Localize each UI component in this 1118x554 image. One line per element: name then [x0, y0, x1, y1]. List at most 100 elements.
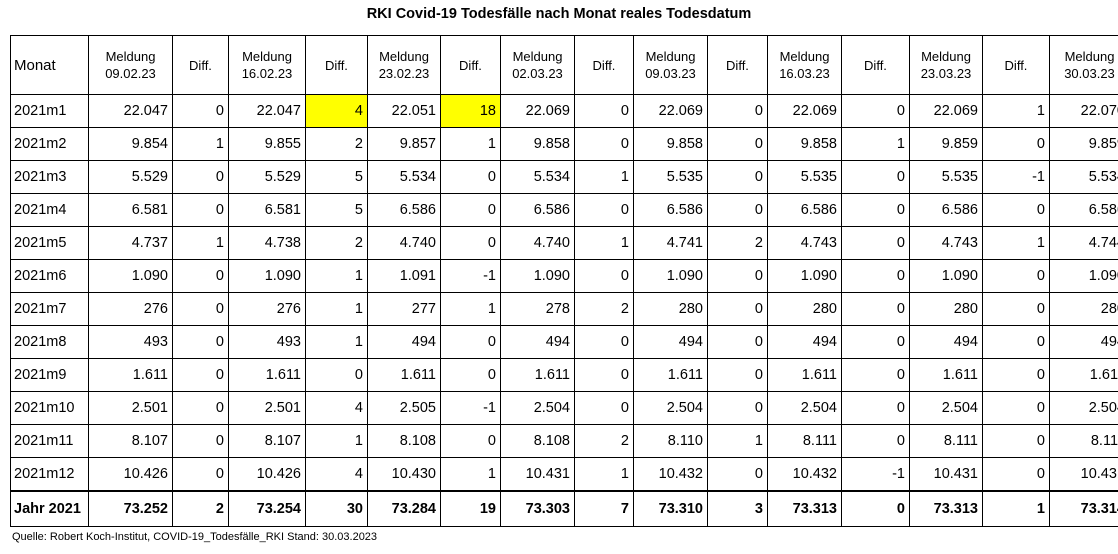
meldung-cell: 1.611 — [500, 358, 575, 392]
table-row: 2021m84930493149404940494049404940494 — [10, 325, 1118, 359]
table-row: 2021m12 10.426 0 10.426 4 10.430 1 10.431 1 10.43… — [10, 457, 1118, 492]
meldung-cell: 10.426 — [88, 457, 173, 492]
meldung-cell: 2.504 — [633, 391, 708, 425]
header-meldung-date: 16.02.23 — [241, 66, 293, 81]
meldung-cell: 73.252 — [88, 490, 173, 527]
meldung-cell: 9.854 — [88, 127, 173, 161]
meldung-cell: 8.107 — [228, 424, 306, 458]
meldung-cell: 280 — [909, 292, 983, 326]
diff-cell: 0 — [707, 193, 768, 227]
table-row: 2021m3 5.529 0 5.529 5 5.534 0 5.534 1 5.535 0 5.53… — [10, 160, 1118, 194]
meldung-cell: 22.069 — [633, 94, 708, 128]
diff-cell: 1 — [982, 490, 1050, 527]
month-cell: 2021m11 — [10, 424, 89, 458]
diff-cell: 1 — [440, 292, 501, 326]
meldung-cell: 22.047 — [228, 94, 306, 128]
meldung-cell: 5.534 — [500, 160, 575, 194]
meldung-cell: 2.505 — [367, 391, 441, 425]
meldung-cell: 280 — [1049, 292, 1118, 326]
month-cell: 2021m5 — [10, 226, 89, 260]
header-row: Monat Meldung 09.02.23 Diff. Meldung 16.02.2… — [10, 35, 1118, 95]
diff-cell: 1 — [440, 457, 501, 492]
diff-cell: 0 — [440, 424, 501, 458]
diff-cell: -1 — [440, 259, 501, 293]
diff-cell: 0 — [172, 358, 229, 392]
diff-cell: 30 — [305, 490, 368, 527]
diff-cell: 1 — [305, 424, 368, 458]
diff-cell: 0 — [841, 391, 910, 425]
diff-cell: 1 — [982, 226, 1050, 260]
meldung-cell: 1.090 — [228, 259, 306, 293]
header-meldung-date: 02.03.23 — [512, 66, 563, 81]
diff-cell: 0 — [841, 424, 910, 458]
diff-cell: 1 — [574, 160, 634, 194]
table-row: 2021m1 22.047 0 22.047 4 22.051 18 22.069 0 22.06… — [10, 94, 1118, 128]
month-cell: 2021m10 — [10, 391, 89, 425]
meldung-cell: 6.586 — [767, 193, 842, 227]
table-row: 2021m5 4.737 1 4.738 2 4.740 0 4.740 1 4.741 2 4.74… — [10, 226, 1118, 260]
diff-cell: 18 — [440, 94, 501, 128]
meldung-cell: 1.611 — [88, 358, 173, 392]
diff-cell: 0 — [841, 160, 910, 194]
diff-cell: 1 — [574, 457, 634, 492]
diff-cell: 0 — [841, 325, 910, 359]
meldung-cell: 8.111 — [909, 424, 983, 458]
diff-cell: 1 — [305, 325, 368, 359]
meldung-cell: 1.611 — [909, 358, 983, 392]
diff-cell: 0 — [707, 358, 768, 392]
meldung-cell: 10.431 — [1049, 457, 1118, 492]
deaths-table: Monat Meldung 09.02.23 Diff. Meldung 16.02.2… — [10, 35, 1118, 527]
meldung-cell: 10.431 — [909, 457, 983, 492]
meldung-cell: 1.611 — [633, 358, 708, 392]
diff-cell: 1 — [982, 94, 1050, 128]
table-title: RKI Covid-19 Todesfälle nach Monat reale… — [366, 6, 752, 22]
diff-cell: 1 — [440, 127, 501, 161]
diff-cell: 0 — [574, 391, 634, 425]
meldung-cell: 4.737 — [88, 226, 173, 260]
diff-cell: 1 — [305, 259, 368, 293]
month-cell: 2021m12 — [10, 457, 89, 492]
diff-cell: 0 — [172, 94, 229, 128]
meldung-cell: 73.284 — [367, 490, 441, 527]
header-meldung-label: Meldung — [512, 49, 563, 64]
diff-cell: 0 — [841, 94, 910, 128]
header-diff-1: Diff. — [305, 35, 368, 95]
source-footer: Quelle: Robert Koch-Institut, COVID-19_T… — [12, 531, 378, 543]
diff-cell: 0 — [707, 127, 768, 161]
header-meldung-date: 23.02.23 — [378, 66, 430, 81]
table-row: 2021m4 6.581 0 6.581 5 6.586 0 6.586 0 6.586 0 6.58… — [10, 193, 1118, 227]
meldung-cell: 5.535 — [633, 160, 708, 194]
meldung-cell: 6.581 — [88, 193, 173, 227]
meldung-cell: 278 — [500, 292, 575, 326]
diff-cell: 0 — [707, 259, 768, 293]
diff-cell: 1 — [172, 226, 229, 260]
meldung-cell: 1.611 — [767, 358, 842, 392]
meldung-cell: 4.741 — [633, 226, 708, 260]
meldung-cell: 6.586 — [367, 193, 441, 227]
table-row: 2021m6 1.090 0 1.090 1 1.091 -1 1.090 0 1.090 0 1.0… — [10, 259, 1118, 293]
meldung-cell: 1.090 — [633, 259, 708, 293]
meldung-cell: 22.069 — [909, 94, 983, 128]
table-row: 2021m10 2.501 0 2.501 4 2.505 -1 2.504 0 2.504 0 2.… — [10, 391, 1118, 425]
header-diff-0: Diff. — [172, 35, 229, 95]
month-cell: 2021m6 — [10, 259, 89, 293]
month-cell: 2021m8 — [10, 325, 89, 359]
diff-cell: 0 — [982, 259, 1050, 293]
meldung-cell: 73.303 — [500, 490, 575, 527]
meldung-cell: 10.430 — [367, 457, 441, 492]
diff-cell: 0 — [172, 457, 229, 492]
header-meldung-date: 16.03.23 — [779, 66, 830, 81]
meldung-cell: 1.090 — [767, 259, 842, 293]
header-meldung-3: Meldung 02.03.23 — [500, 35, 575, 95]
header-diff-5: Diff. — [841, 35, 910, 95]
diff-cell: 0 — [841, 358, 910, 392]
meldung-cell: 4.744 — [1049, 226, 1118, 260]
header-meldung-label: Meldung — [921, 49, 971, 64]
meldung-cell: 276 — [88, 292, 173, 326]
header-meldung-date: 09.03.23 — [645, 66, 696, 81]
meldung-cell: 5.529 — [88, 160, 173, 194]
diff-cell: 0 — [172, 160, 229, 194]
total-row: Jahr 2021 73.252 2 73.254 30 73.284 19 73.303 7 7… — [10, 490, 1118, 527]
meldung-cell: 8.110 — [633, 424, 708, 458]
meldung-cell: 6.581 — [228, 193, 306, 227]
